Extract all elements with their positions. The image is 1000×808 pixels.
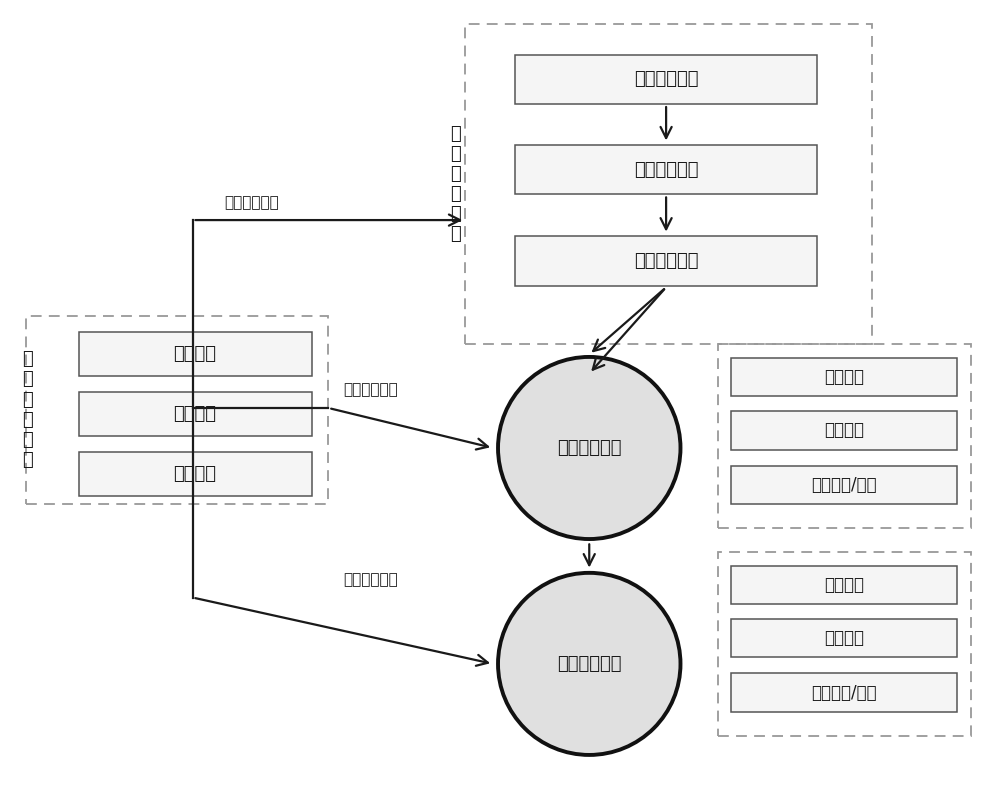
Text: 自
动
排
班
设
置: 自 动 排 班 设 置 <box>451 125 461 243</box>
Bar <box>26 316 328 504</box>
Text: 基础数据支撑: 基础数据支撑 <box>225 196 279 210</box>
Bar <box>718 344 971 528</box>
Text: 人员标签管理: 人员标签管理 <box>634 70 698 88</box>
Bar <box>731 411 957 449</box>
Text: 报备地点: 报备地点 <box>824 629 864 647</box>
Text: 基础数据支撑: 基础数据支撑 <box>344 572 398 587</box>
Text: 电脑自动排班: 电脑自动排班 <box>557 439 622 457</box>
Bar <box>731 619 957 658</box>
Text: 排班规则设置: 排班规则设置 <box>634 252 698 270</box>
Text: 手动排班调整: 手动排班调整 <box>557 655 622 673</box>
Bar <box>515 55 817 104</box>
Bar <box>718 552 971 736</box>
Text: 报备时间: 报备时间 <box>824 368 864 385</box>
Bar <box>79 332 312 376</box>
Bar <box>515 145 817 195</box>
Bar <box>731 465 957 504</box>
Bar <box>731 674 957 712</box>
Bar <box>79 452 312 496</box>
Text: 岗位标签管理: 岗位标签管理 <box>634 161 698 179</box>
Ellipse shape <box>498 573 680 755</box>
Bar <box>731 358 957 396</box>
Text: 基
础
信
息
管
理: 基 础 信 息 管 理 <box>22 351 33 469</box>
Text: 报备警力/装备: 报备警力/装备 <box>811 684 877 701</box>
Text: 报备地点: 报备地点 <box>824 422 864 440</box>
Text: 基础数据支撑: 基础数据支撑 <box>344 383 398 398</box>
Bar <box>731 566 957 604</box>
Text: 报备时间: 报备时间 <box>824 576 864 594</box>
Bar <box>79 392 312 436</box>
Ellipse shape <box>498 357 680 539</box>
Bar <box>515 236 817 286</box>
Text: 勤务方案: 勤务方案 <box>174 465 217 483</box>
Text: 人员信息: 人员信息 <box>174 345 217 363</box>
Text: 装备信息: 装备信息 <box>174 405 217 423</box>
Text: 报备警力/装备: 报备警力/装备 <box>811 476 877 494</box>
Bar <box>465 24 872 344</box>
